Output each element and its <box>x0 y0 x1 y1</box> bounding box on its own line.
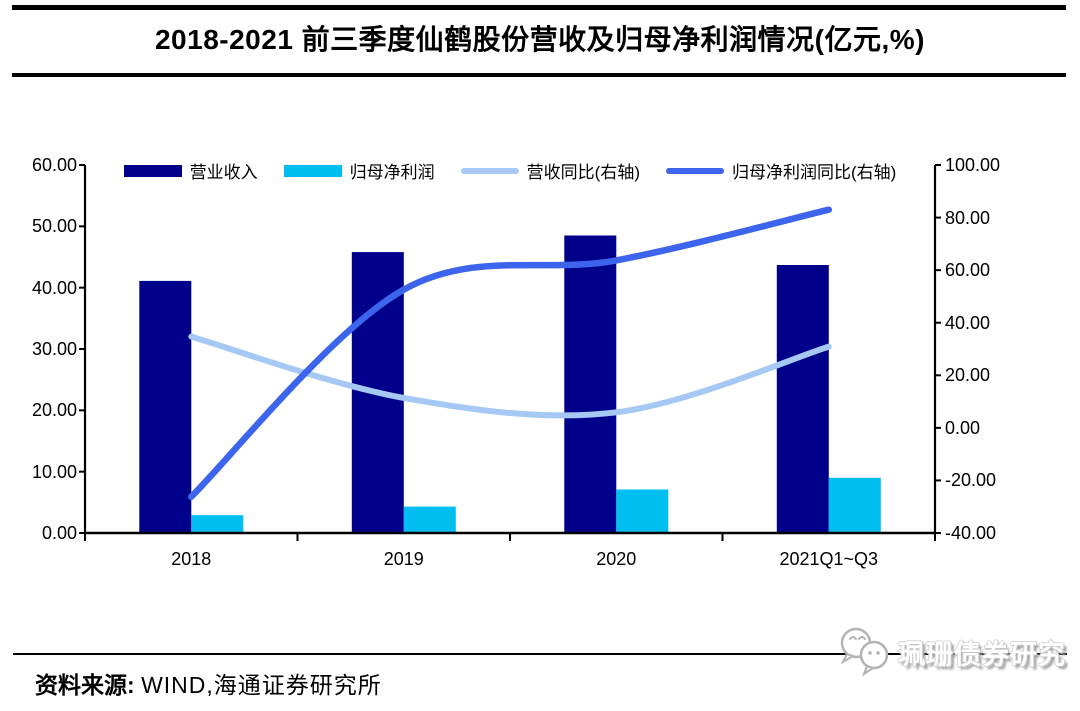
left-axis-tick-label: 20.00 <box>31 400 77 421</box>
source-label: 资料来源: <box>35 672 135 698</box>
watermark-text: 珮珊债券研究 <box>898 639 1066 670</box>
left-axis-tick-label: 50.00 <box>31 216 77 237</box>
source-note: 资料来源: WIND,海通证券研究所 <box>35 666 382 700</box>
legend-line-swatch-icon <box>666 167 724 174</box>
left-axis-tick-label: 60.00 <box>31 155 77 175</box>
bar-revenue-2020 <box>564 235 617 533</box>
left-axis-tick-label: 40.00 <box>31 277 77 298</box>
right-axis-tick-label: -40.00 <box>945 523 997 543</box>
footer-rule <box>13 653 1067 655</box>
title-bottom-rule <box>12 73 1066 77</box>
left-axis-tick-label: 30.00 <box>31 339 77 359</box>
plot-svg <box>79 164 941 541</box>
chart-area: 营业收入 归母净利润 营收同比(右轴) 归母净利润同比(右轴) 0.00 10.00 20… <box>31 155 1001 569</box>
bar-net-profit-2020 <box>616 489 669 533</box>
x-axis-category-label: 2020 <box>596 549 637 569</box>
x-axis-category-label: 2021Q1~Q3 <box>779 549 879 569</box>
legend-item: 营业收入 <box>123 158 258 183</box>
bar-net-profit-2021Q1~Q3 <box>828 477 881 533</box>
line-net-profit-yoy <box>188 206 833 500</box>
right-axis-tick-label: 60.00 <box>945 260 991 281</box>
legend-bar-swatch-icon <box>283 164 342 177</box>
left-axis-tick-label: 10.00 <box>31 461 77 482</box>
legend-item: 归母净利润同比(右轴) <box>666 158 896 183</box>
legend-label: 归母净利润同比(右轴) <box>732 163 897 182</box>
left-axis-tick-label: 0.00 <box>41 523 77 543</box>
legend-label: 归母净利润 <box>349 163 435 182</box>
right-axis-tick-label: 100.00 <box>945 155 1001 175</box>
legend-line-swatch-icon <box>460 167 519 174</box>
chart-legend: 营业收入 归母净利润 营收同比(右轴) 归母净利润同比(右轴) <box>85 158 935 183</box>
watermark: 珮珊债券研究 <box>836 626 1066 678</box>
legend-item: 营收同比(右轴) <box>460 158 640 183</box>
bar-revenue-2021Q1~Q3 <box>776 265 829 533</box>
bar-revenue-2018 <box>139 280 192 533</box>
legend-item: 归母净利润 <box>283 158 435 183</box>
source-text: WIND,海通证券研究所 <box>141 672 382 698</box>
figure-title: 2018-2021 前三季度仙鹤股份营收及归母净利润情况(亿元,%) <box>154 24 925 55</box>
legend-label: 营业收入 <box>189 163 258 182</box>
wechat-chat-bubbles-icon <box>840 627 889 677</box>
legend-label: 营收同比(右轴) <box>526 163 640 182</box>
right-axis-tick-label: 80.00 <box>945 207 991 228</box>
legend-bar-swatch-icon <box>123 164 182 177</box>
x-axis-category-label: 2019 <box>383 549 424 569</box>
line-revenue-yoy <box>188 333 832 419</box>
right-axis-tick-label: 40.00 <box>945 312 991 333</box>
bar-net-profit-2018 <box>191 515 244 533</box>
x-axis-category-label: 2018 <box>171 549 212 569</box>
plot-svg-holder <box>79 164 941 541</box>
title-top-rule <box>12 5 1066 10</box>
bar-net-profit-2019 <box>403 506 456 533</box>
right-axis-tick-label: -20.00 <box>945 470 997 491</box>
right-axis-tick-label: 20.00 <box>945 365 991 386</box>
right-axis-tick-label: 0.00 <box>945 417 981 438</box>
